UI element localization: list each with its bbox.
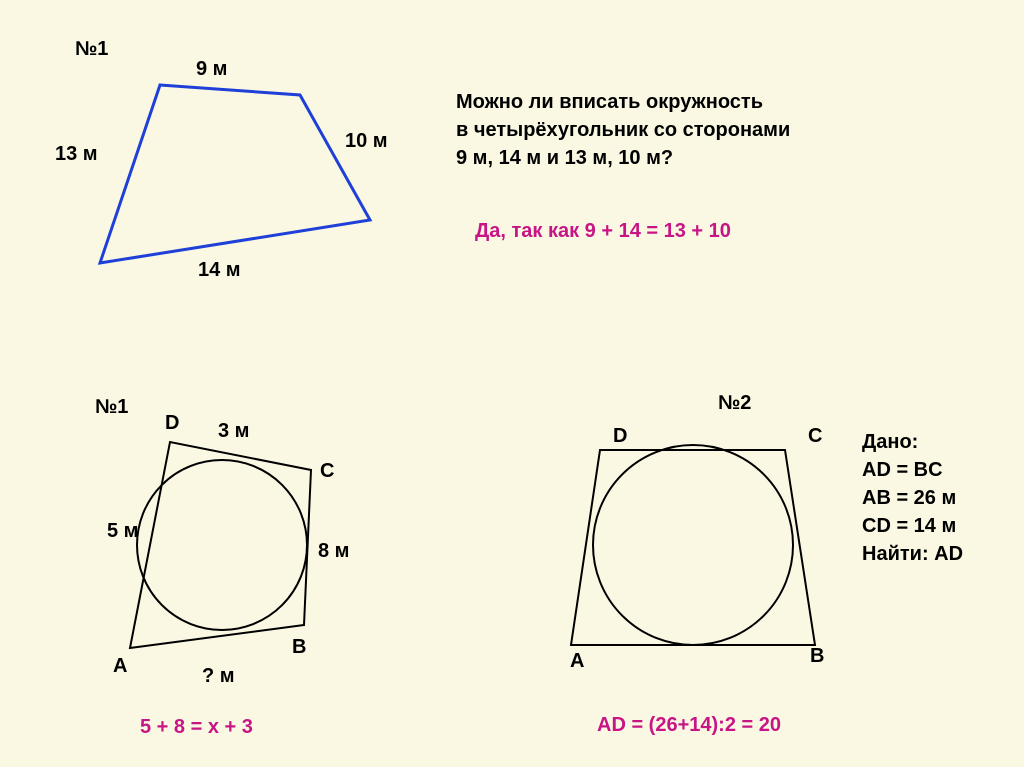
given-block: Дано: AD = BC AB = 26 м CD = 14 м Найти:… — [862, 428, 963, 568]
answer2: AD = (26+14):2 = 20 — [597, 714, 781, 737]
quad3-polygon — [571, 450, 815, 645]
quad3-pt-D: D — [613, 425, 627, 448]
quad3-circle — [593, 445, 793, 645]
quad3-pt-A: A — [570, 650, 584, 673]
given-line2: AB = 26 м — [862, 484, 963, 512]
quad3-pt-B: B — [810, 645, 824, 668]
quad3-pt-C: C — [808, 425, 822, 448]
quad3-svg — [0, 0, 900, 720]
given-line1: AD = BC — [862, 456, 963, 484]
given-line3: CD = 14 м — [862, 512, 963, 540]
given-find: Найти: AD — [862, 540, 963, 568]
given-title: Дано: — [862, 428, 963, 456]
